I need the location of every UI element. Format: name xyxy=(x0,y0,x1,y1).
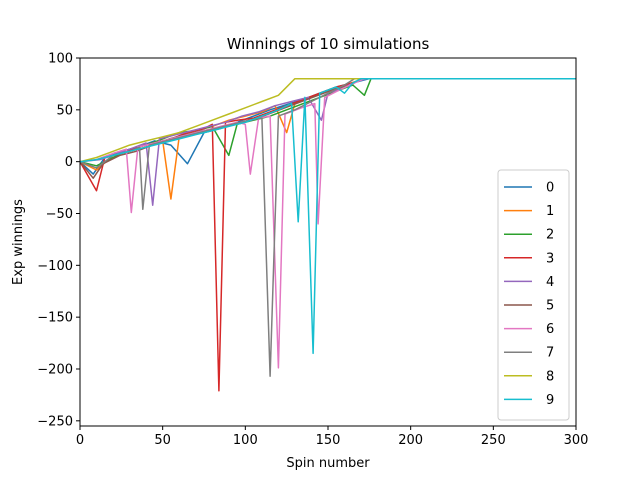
x-tick-label: 100 xyxy=(233,433,258,448)
legend-label: 5 xyxy=(546,299,554,314)
series-line-6 xyxy=(79,77,576,369)
series-line-4 xyxy=(79,77,576,206)
legend-label: 0 xyxy=(546,181,554,196)
legend-label: 3 xyxy=(546,251,554,266)
legend-label: 7 xyxy=(546,346,554,361)
y-tick-label: −150 xyxy=(37,311,73,326)
legend-label: 4 xyxy=(546,275,554,290)
y-tick-label: −50 xyxy=(46,207,73,222)
x-axis-label: Spin number xyxy=(286,456,370,471)
y-tick-label: 100 xyxy=(48,52,73,67)
series-layer xyxy=(79,77,576,392)
x-tick-label: 50 xyxy=(154,433,171,448)
y-tick-label: −200 xyxy=(37,362,73,377)
legend: 0 1 2 3 4 5 6 7 8 9 xyxy=(497,169,570,421)
series-line-8 xyxy=(79,77,576,163)
x-tick-label: 150 xyxy=(316,433,341,448)
series-line-9 xyxy=(79,77,576,355)
legend-label: 1 xyxy=(546,204,554,219)
y-tick-label: 50 xyxy=(56,103,73,118)
legend-label: 9 xyxy=(546,393,554,408)
x-tick-label: 0 xyxy=(76,433,84,448)
legend-label: 8 xyxy=(546,369,554,384)
y-tick-label: −100 xyxy=(37,259,73,274)
y-tick-label: −250 xyxy=(37,414,73,429)
y-axis-label: Exp winnings xyxy=(11,199,26,285)
x-tick-label: 200 xyxy=(398,433,423,448)
legend-label: 2 xyxy=(546,228,554,243)
x-tick-label: 300 xyxy=(564,433,589,448)
chart-title: Winnings of 10 simulations xyxy=(227,35,430,53)
legend-box xyxy=(497,169,570,421)
y-tick-label: 0 xyxy=(65,155,73,170)
y-axis: 100 50 0 −50 −100 −150 −200 −250 xyxy=(37,52,80,429)
x-tick-label: 250 xyxy=(481,433,506,448)
legend-label: 6 xyxy=(546,322,554,337)
x-axis: 0 50 100 150 200 250 300 xyxy=(76,426,589,448)
